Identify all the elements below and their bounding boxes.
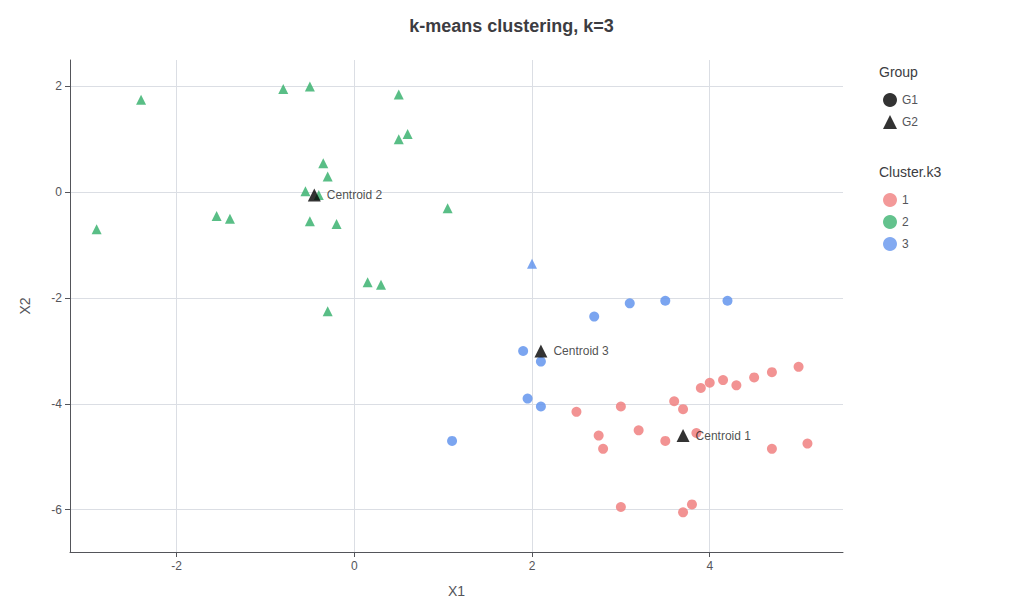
svg-text:2: 2 [902, 215, 909, 229]
svg-text:Centroid 2: Centroid 2 [327, 188, 383, 202]
svg-text:X1: X1 [448, 583, 465, 599]
svg-text:1: 1 [902, 193, 909, 207]
svg-text:3: 3 [902, 237, 909, 251]
svg-text:Cluster.k3: Cluster.k3 [879, 164, 941, 180]
svg-text:Centroid 1: Centroid 1 [696, 429, 752, 443]
svg-text:2: 2 [55, 79, 62, 93]
svg-text:0: 0 [351, 559, 358, 573]
svg-text:-4: -4 [51, 397, 62, 411]
svg-text:Group: Group [879, 64, 918, 80]
svg-text:-2: -2 [51, 291, 62, 305]
svg-text:4: 4 [706, 559, 713, 573]
svg-text:-2: -2 [171, 559, 182, 573]
svg-text:G2: G2 [902, 115, 918, 129]
svg-text:2: 2 [529, 559, 536, 573]
svg-text:G1: G1 [902, 93, 918, 107]
svg-text:-6: -6 [51, 503, 62, 517]
svg-text:k-means clustering, k=3: k-means clustering, k=3 [409, 16, 614, 36]
svg-text:X2: X2 [17, 297, 33, 314]
svg-text:Centroid 3: Centroid 3 [553, 344, 609, 358]
svg-text:0: 0 [55, 185, 62, 199]
